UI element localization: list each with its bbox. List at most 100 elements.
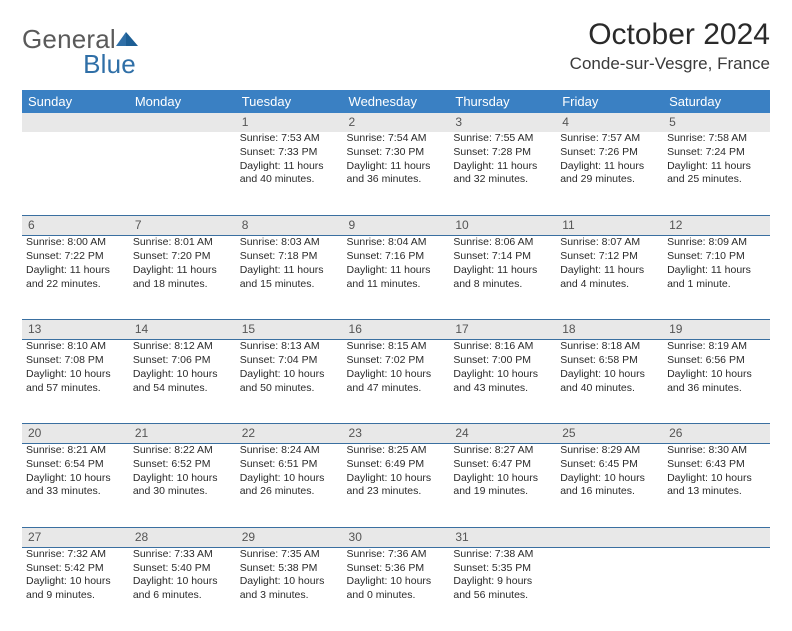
- day-detail: Sunrise: 8:13 AMSunset: 7:04 PMDaylight:…: [240, 340, 339, 395]
- day-detail: Sunrise: 8:27 AMSunset: 6:47 PMDaylight:…: [453, 444, 552, 499]
- day-detail: Sunrise: 8:21 AMSunset: 6:54 PMDaylight:…: [26, 444, 125, 499]
- day-detail: Sunrise: 8:15 AMSunset: 7:02 PMDaylight:…: [347, 340, 446, 395]
- day-detail: Sunrise: 8:22 AMSunset: 6:52 PMDaylight:…: [133, 444, 232, 499]
- day-detail: Sunrise: 8:04 AMSunset: 7:16 PMDaylight:…: [347, 236, 446, 291]
- day-detail: Sunrise: 8:24 AMSunset: 6:51 PMDaylight:…: [240, 444, 339, 499]
- day-cell: Sunrise: 8:15 AMSunset: 7:02 PMDaylight:…: [343, 339, 450, 423]
- day-number-cell: 26: [663, 423, 770, 443]
- day-number-cell: 24: [449, 423, 556, 443]
- day-number-cell: 10: [449, 216, 556, 236]
- day-number-cell: [22, 113, 129, 132]
- calendar-page: General Blue October 2024 Conde-sur-Vesg…: [0, 0, 792, 612]
- day-detail: Sunrise: 7:58 AMSunset: 7:24 PMDaylight:…: [667, 132, 766, 187]
- day-number-cell: 20: [22, 423, 129, 443]
- day-number-cell: 3: [449, 113, 556, 132]
- day-cell: Sunrise: 8:30 AMSunset: 6:43 PMDaylight:…: [663, 443, 770, 527]
- weekday-header: Saturday: [663, 90, 770, 113]
- day-cell: Sunrise: 8:21 AMSunset: 6:54 PMDaylight:…: [22, 443, 129, 527]
- location-label: Conde-sur-Vesgre, France: [570, 54, 770, 74]
- day-detail: Sunrise: 8:10 AMSunset: 7:08 PMDaylight:…: [26, 340, 125, 395]
- day-cell: Sunrise: 7:57 AMSunset: 7:26 PMDaylight:…: [556, 132, 663, 216]
- day-number-cell: 9: [343, 216, 450, 236]
- day-cell: Sunrise: 7:38 AMSunset: 5:35 PMDaylight:…: [449, 547, 556, 631]
- calendar-body: 12345Sunrise: 7:53 AMSunset: 7:33 PMDayl…: [22, 113, 770, 631]
- day-number-cell: 21: [129, 423, 236, 443]
- day-cell: Sunrise: 8:25 AMSunset: 6:49 PMDaylight:…: [343, 443, 450, 527]
- day-number-cell: 19: [663, 320, 770, 340]
- weekday-row: Sunday Monday Tuesday Wednesday Thursday…: [22, 90, 770, 113]
- day-cell: Sunrise: 8:24 AMSunset: 6:51 PMDaylight:…: [236, 443, 343, 527]
- day-cell: Sunrise: 7:58 AMSunset: 7:24 PMDaylight:…: [663, 132, 770, 216]
- brand-text: General Blue: [22, 24, 140, 80]
- day-detail: Sunrise: 8:01 AMSunset: 7:20 PMDaylight:…: [133, 236, 232, 291]
- day-number-cell: 12: [663, 216, 770, 236]
- day-cell: Sunrise: 8:18 AMSunset: 6:58 PMDaylight:…: [556, 339, 663, 423]
- day-number-cell: [129, 113, 236, 132]
- day-cell: [22, 132, 129, 216]
- calendar-head: Sunday Monday Tuesday Wednesday Thursday…: [22, 90, 770, 113]
- day-detail: Sunrise: 8:09 AMSunset: 7:10 PMDaylight:…: [667, 236, 766, 291]
- day-detail: Sunrise: 7:55 AMSunset: 7:28 PMDaylight:…: [453, 132, 552, 187]
- day-number-cell: 16: [343, 320, 450, 340]
- day-number-row: 2728293031: [22, 527, 770, 547]
- day-detail: Sunrise: 7:57 AMSunset: 7:26 PMDaylight:…: [560, 132, 659, 187]
- day-number-row: 12345: [22, 113, 770, 132]
- day-number-cell: 29: [236, 527, 343, 547]
- day-detail: Sunrise: 7:35 AMSunset: 5:38 PMDaylight:…: [240, 548, 339, 603]
- day-detail: Sunrise: 8:06 AMSunset: 7:14 PMDaylight:…: [453, 236, 552, 291]
- weekday-header: Tuesday: [236, 90, 343, 113]
- day-cell: Sunrise: 8:06 AMSunset: 7:14 PMDaylight:…: [449, 236, 556, 320]
- day-detail: Sunrise: 8:12 AMSunset: 7:06 PMDaylight:…: [133, 340, 232, 395]
- day-cell: Sunrise: 7:35 AMSunset: 5:38 PMDaylight:…: [236, 547, 343, 631]
- day-detail: Sunrise: 8:07 AMSunset: 7:12 PMDaylight:…: [560, 236, 659, 291]
- day-number-cell: 17: [449, 320, 556, 340]
- day-detail: Sunrise: 8:16 AMSunset: 7:00 PMDaylight:…: [453, 340, 552, 395]
- day-detail: Sunrise: 8:03 AMSunset: 7:18 PMDaylight:…: [240, 236, 339, 291]
- day-number-cell: 31: [449, 527, 556, 547]
- week-row: Sunrise: 7:32 AMSunset: 5:42 PMDaylight:…: [22, 547, 770, 631]
- weekday-header: Thursday: [449, 90, 556, 113]
- day-cell: Sunrise: 8:03 AMSunset: 7:18 PMDaylight:…: [236, 236, 343, 320]
- brand-mark-icon: [116, 24, 140, 44]
- weekday-header: Friday: [556, 90, 663, 113]
- day-number-cell: 27: [22, 527, 129, 547]
- day-number-cell: 7: [129, 216, 236, 236]
- day-cell: [556, 547, 663, 631]
- day-number-cell: 8: [236, 216, 343, 236]
- day-cell: Sunrise: 8:29 AMSunset: 6:45 PMDaylight:…: [556, 443, 663, 527]
- day-cell: Sunrise: 7:53 AMSunset: 7:33 PMDaylight:…: [236, 132, 343, 216]
- day-detail: Sunrise: 7:33 AMSunset: 5:40 PMDaylight:…: [133, 548, 232, 603]
- month-title: October 2024: [570, 18, 770, 52]
- day-detail: Sunrise: 8:25 AMSunset: 6:49 PMDaylight:…: [347, 444, 446, 499]
- day-cell: Sunrise: 8:27 AMSunset: 6:47 PMDaylight:…: [449, 443, 556, 527]
- day-detail: Sunrise: 7:38 AMSunset: 5:35 PMDaylight:…: [453, 548, 552, 603]
- day-number-cell: 22: [236, 423, 343, 443]
- day-cell: Sunrise: 8:00 AMSunset: 7:22 PMDaylight:…: [22, 236, 129, 320]
- day-cell: [663, 547, 770, 631]
- day-cell: Sunrise: 8:01 AMSunset: 7:20 PMDaylight:…: [129, 236, 236, 320]
- day-detail: Sunrise: 7:54 AMSunset: 7:30 PMDaylight:…: [347, 132, 446, 187]
- weekday-header: Monday: [129, 90, 236, 113]
- brand-logo: General Blue: [22, 18, 140, 80]
- week-row: Sunrise: 8:10 AMSunset: 7:08 PMDaylight:…: [22, 339, 770, 423]
- day-cell: Sunrise: 8:19 AMSunset: 6:56 PMDaylight:…: [663, 339, 770, 423]
- day-cell: Sunrise: 7:55 AMSunset: 7:28 PMDaylight:…: [449, 132, 556, 216]
- weekday-header: Sunday: [22, 90, 129, 113]
- day-number-row: 6789101112: [22, 216, 770, 236]
- header: General Blue October 2024 Conde-sur-Vesg…: [22, 18, 770, 80]
- day-number-cell: 4: [556, 113, 663, 132]
- day-number-cell: 6: [22, 216, 129, 236]
- day-cell: Sunrise: 8:10 AMSunset: 7:08 PMDaylight:…: [22, 339, 129, 423]
- day-number-cell: 2: [343, 113, 450, 132]
- day-cell: [129, 132, 236, 216]
- day-number-cell: 1: [236, 113, 343, 132]
- day-number-cell: 14: [129, 320, 236, 340]
- day-cell: Sunrise: 7:33 AMSunset: 5:40 PMDaylight:…: [129, 547, 236, 631]
- day-cell: Sunrise: 8:22 AMSunset: 6:52 PMDaylight:…: [129, 443, 236, 527]
- day-cell: Sunrise: 8:12 AMSunset: 7:06 PMDaylight:…: [129, 339, 236, 423]
- day-cell: Sunrise: 7:54 AMSunset: 7:30 PMDaylight:…: [343, 132, 450, 216]
- day-detail: Sunrise: 7:32 AMSunset: 5:42 PMDaylight:…: [26, 548, 125, 603]
- day-cell: Sunrise: 8:04 AMSunset: 7:16 PMDaylight:…: [343, 236, 450, 320]
- day-number-cell: 30: [343, 527, 450, 547]
- day-number-cell: 25: [556, 423, 663, 443]
